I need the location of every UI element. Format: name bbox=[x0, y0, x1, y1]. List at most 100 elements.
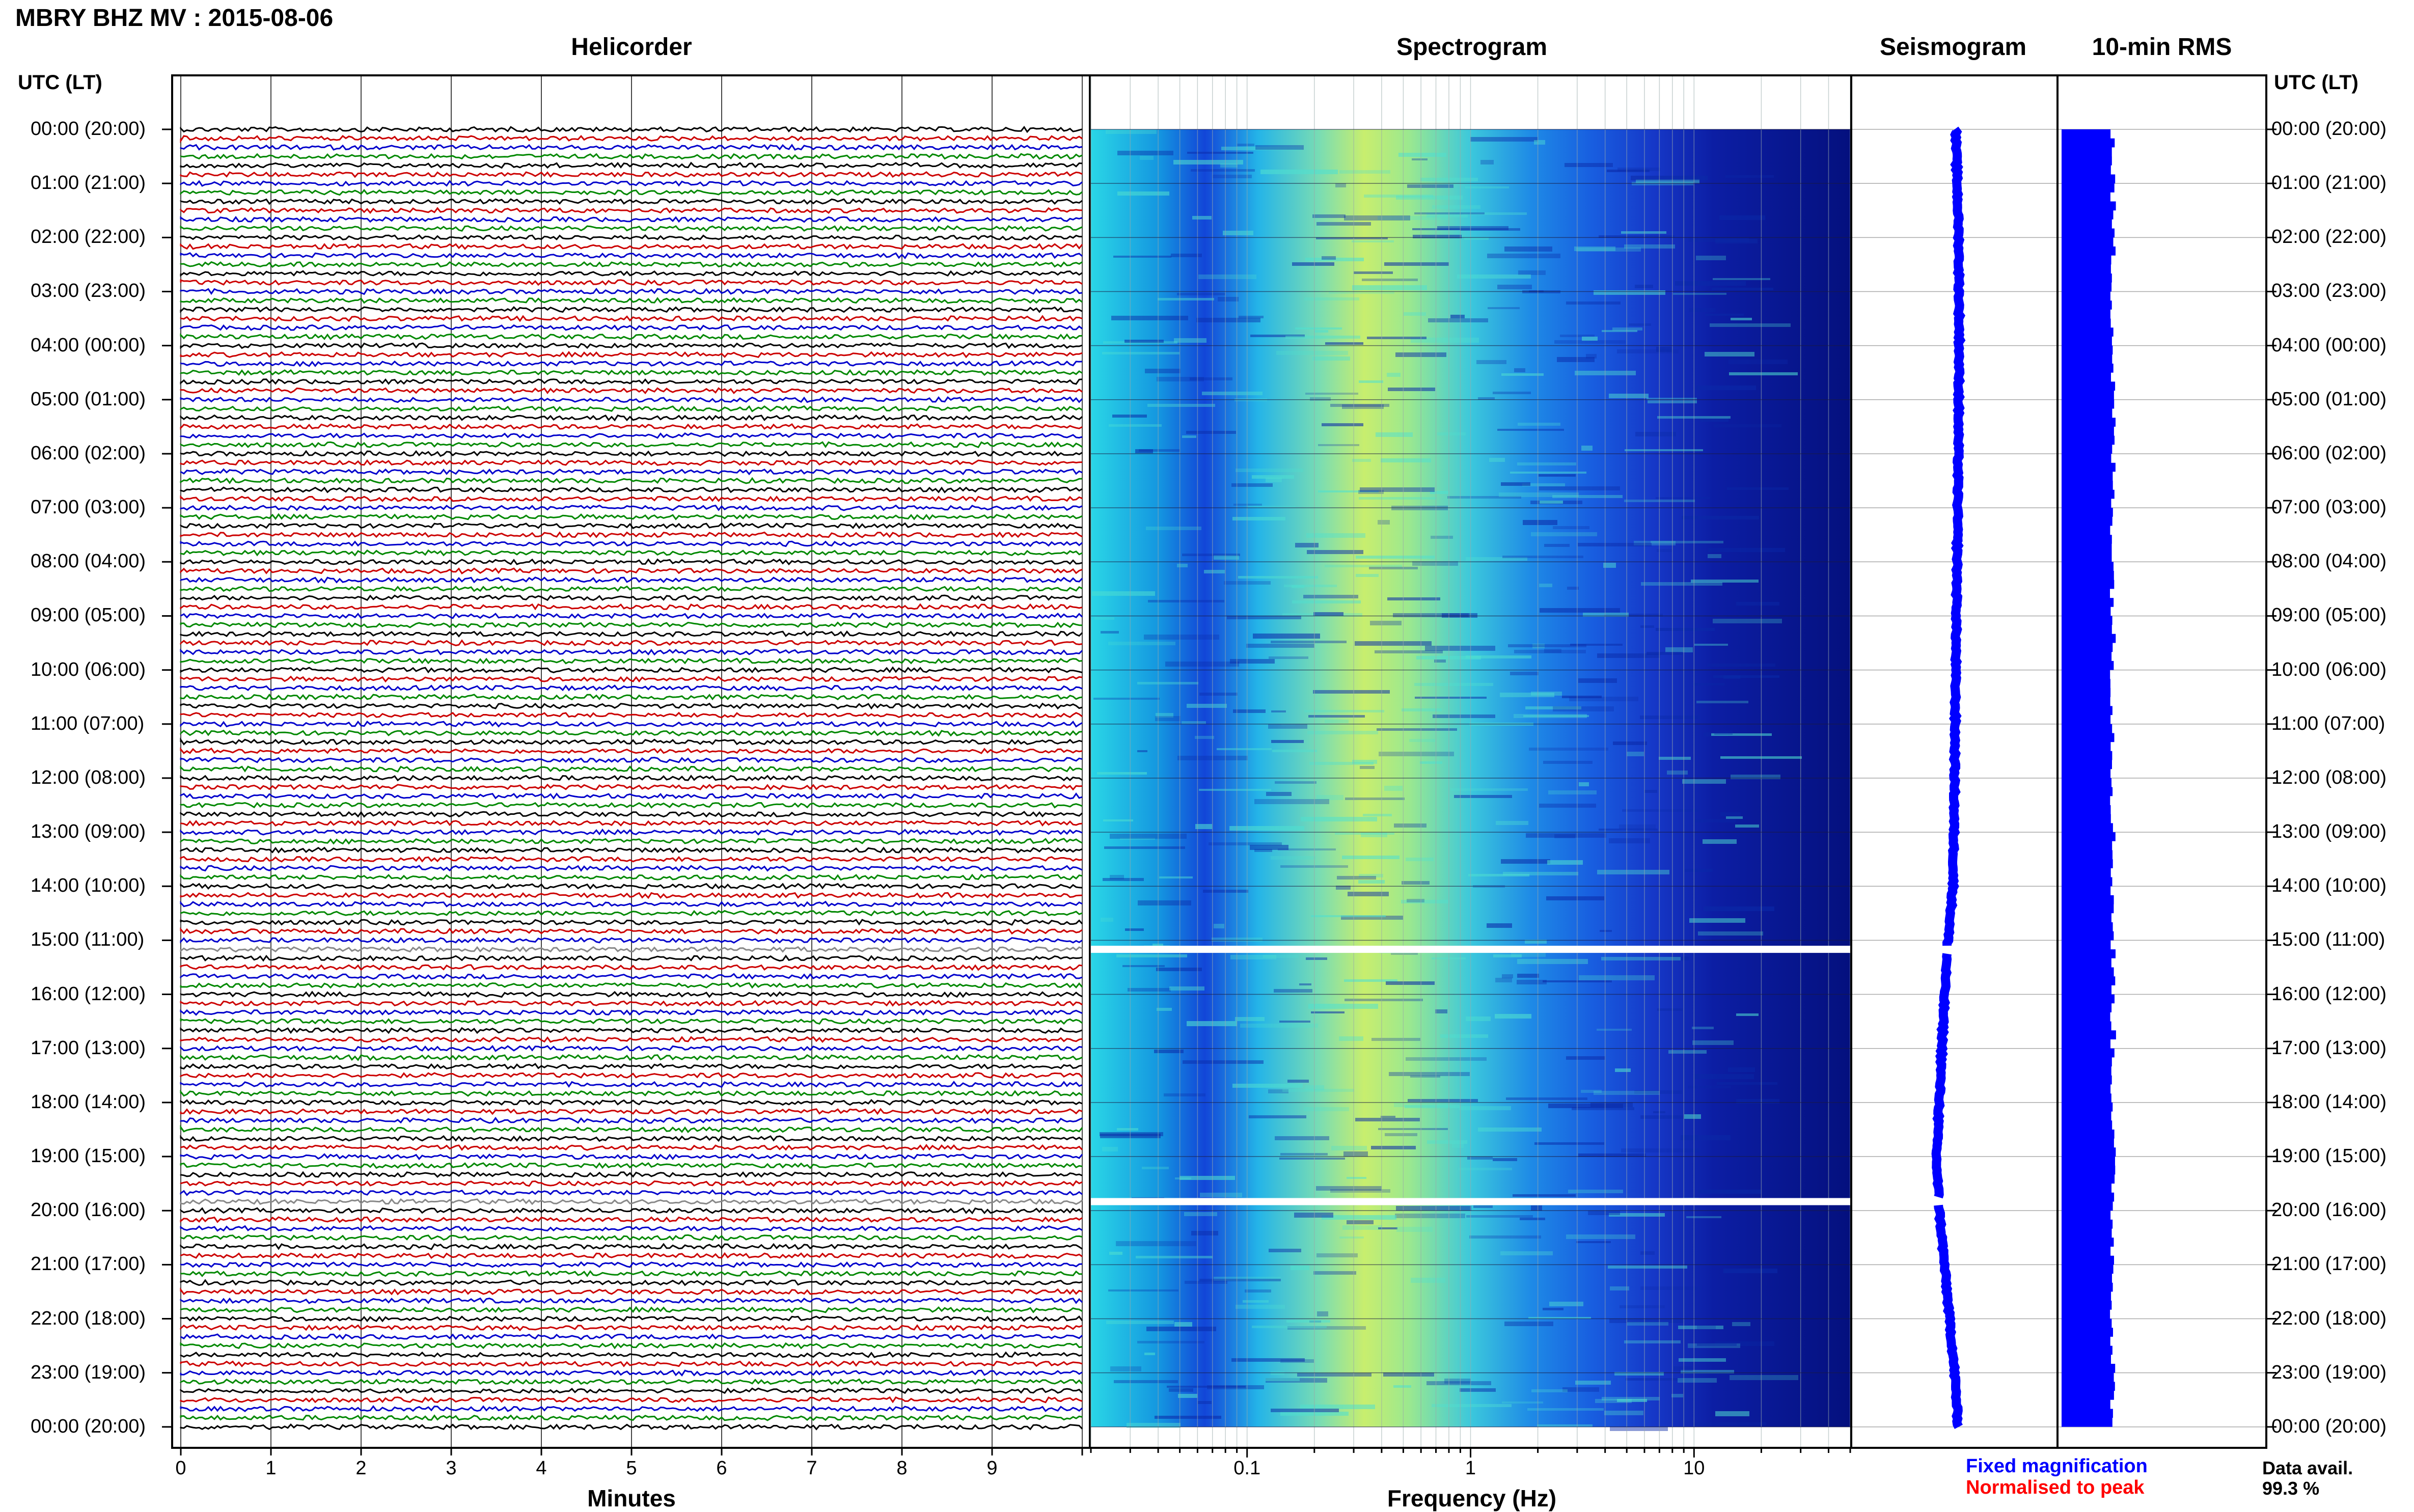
spectrogram-streak bbox=[1614, 1372, 1664, 1376]
minute-tick-label: 4 bbox=[536, 1458, 547, 1479]
legend-normalised-to-peak: Normalised to peak bbox=[1966, 1477, 2145, 1498]
spectrogram-texture bbox=[1092, 129, 1802, 1431]
spectrogram-streak bbox=[1106, 129, 1157, 134]
helicorder-trace bbox=[180, 856, 1083, 863]
spectrogram-streak bbox=[1235, 1017, 1265, 1021]
data-availability-label: Data avail. bbox=[2262, 1458, 2353, 1478]
spectrogram-streak bbox=[1736, 602, 1779, 606]
spectrogram-streak bbox=[1113, 256, 1171, 258]
spectrogram-streak bbox=[1342, 404, 1384, 409]
spectrogram-streak bbox=[1158, 298, 1214, 300]
spectrogram-streak bbox=[1414, 212, 1485, 214]
spectrogram-streak bbox=[1612, 327, 1642, 331]
helicorder-trace bbox=[180, 585, 1083, 592]
spectrogram-streak bbox=[1510, 472, 1586, 474]
spectrogram-streak bbox=[1447, 496, 1521, 499]
spectrogram-streak bbox=[1179, 1176, 1235, 1180]
spectrogram-streak bbox=[1553, 706, 1614, 711]
left-time-label: 23:00 (19:00) bbox=[31, 1361, 146, 1383]
spectrogram-streak bbox=[1465, 186, 1509, 188]
spectrogram-streak bbox=[1697, 1343, 1737, 1346]
helicorder-trace bbox=[180, 567, 1083, 574]
spectrogram-streak bbox=[1703, 839, 1737, 844]
spectrogram-streak bbox=[1708, 554, 1721, 558]
left-column-header: UTC (LT) bbox=[18, 71, 102, 94]
spectrogram-streak bbox=[1578, 1153, 1646, 1157]
spectrogram-streak bbox=[1364, 195, 1433, 198]
spectrogram-streak bbox=[1522, 483, 1565, 486]
spectrogram-streak bbox=[1276, 351, 1348, 355]
left-time-label: 10:00 (06:00) bbox=[31, 658, 146, 680]
spectrogram-streak bbox=[1174, 1322, 1192, 1327]
helicorder-trace bbox=[180, 468, 1083, 476]
spectrogram-streak bbox=[1543, 1308, 1563, 1310]
spectrogram-streak bbox=[1466, 1016, 1491, 1021]
rms-bars bbox=[2062, 129, 2116, 1427]
right-time-label: 17:00 (13:00) bbox=[2271, 1037, 2387, 1059]
spectrogram-streak bbox=[1137, 750, 1147, 752]
helicorder-trace bbox=[180, 603, 1083, 611]
rms-grid bbox=[2059, 129, 2265, 1427]
helicorder-trace bbox=[180, 765, 1083, 773]
spectrogram-streak bbox=[1581, 446, 1593, 451]
spectrogram-streak bbox=[1378, 1227, 1397, 1229]
spectrogram-streak bbox=[1691, 580, 1759, 583]
spectrogram-streak bbox=[1101, 631, 1119, 634]
right-time-label: 20:00 (16:00) bbox=[2271, 1199, 2387, 1221]
spectrogram-streak bbox=[1728, 1067, 1755, 1072]
spectrogram-streak bbox=[1305, 393, 1358, 395]
spectrogram-streak bbox=[1540, 501, 1563, 504]
right-time-label: 19:00 (15:00) bbox=[2271, 1145, 2387, 1167]
spectrogram-streak bbox=[1462, 212, 1527, 215]
helicorder-trace bbox=[180, 1207, 1083, 1215]
helicorder-trace bbox=[180, 1018, 1083, 1025]
spectrogram-streak bbox=[1411, 1278, 1445, 1283]
spectrogram-streak bbox=[1371, 1038, 1420, 1041]
spectrogram-streak bbox=[1697, 1325, 1716, 1329]
spectrogram-streak bbox=[1572, 1107, 1634, 1110]
frequency-axis-label: Frequency (Hz) bbox=[1387, 1485, 1557, 1511]
helicorder-trace bbox=[180, 351, 1083, 359]
helicorder-title: Helicorder bbox=[571, 34, 692, 61]
spectrogram-streak bbox=[1543, 761, 1593, 764]
right-time-label: 23:00 (19:00) bbox=[2271, 1361, 2387, 1383]
spectrogram-streak bbox=[1233, 709, 1266, 713]
spectrogram-streak bbox=[1145, 369, 1181, 373]
spectrogram-streak bbox=[1229, 826, 1304, 831]
spectrogram-streak bbox=[1565, 163, 1613, 167]
spectrogram-streak bbox=[1237, 144, 1254, 146]
helicorder-trace bbox=[180, 504, 1083, 511]
data-availability-value: 99.3 % bbox=[2262, 1478, 2320, 1499]
spectrogram-streak bbox=[1609, 1318, 1684, 1323]
helicorder-trace bbox=[180, 288, 1083, 295]
spectrogram-streak bbox=[1657, 1008, 1683, 1011]
spectrogram-streak bbox=[1331, 1146, 1367, 1150]
spectrogram-streak bbox=[1199, 693, 1238, 696]
spectrogram-streak bbox=[1602, 1397, 1660, 1400]
spectrogram-streak bbox=[1504, 1322, 1553, 1326]
spectrogram-streak bbox=[1109, 424, 1162, 427]
spectrogram-streak bbox=[1245, 1289, 1271, 1293]
spectrogram-streak bbox=[1615, 1068, 1631, 1072]
spectrogram-streak bbox=[1414, 683, 1493, 686]
helicorder-trace bbox=[180, 1117, 1083, 1124]
helicorder-trace bbox=[180, 1198, 1083, 1205]
spectrogram-streak bbox=[1671, 956, 1689, 960]
spectrogram-streak bbox=[1674, 1366, 1693, 1371]
spectrogram-streak bbox=[1720, 812, 1741, 816]
minute-tick-label: 6 bbox=[716, 1458, 727, 1479]
spectrogram-streak bbox=[1634, 1090, 1682, 1094]
spectrogram-streak bbox=[1142, 1167, 1169, 1169]
helicorder-trace bbox=[180, 207, 1083, 214]
spectrogram-streak bbox=[1379, 752, 1454, 756]
spectrogram-streak bbox=[1695, 819, 1736, 822]
spectrogram-streak bbox=[1286, 1320, 1330, 1323]
helicorder-trace bbox=[180, 495, 1083, 502]
spectrogram-streak bbox=[1393, 1385, 1411, 1388]
spectrogram-streak bbox=[1124, 340, 1164, 343]
spectrogram-streak bbox=[1557, 357, 1595, 362]
spectrogram-streak bbox=[1352, 285, 1427, 290]
spectrogram-streak bbox=[1635, 432, 1676, 436]
spectrogram-streak bbox=[1715, 1341, 1774, 1346]
spectrogram-streak bbox=[1127, 1423, 1181, 1428]
